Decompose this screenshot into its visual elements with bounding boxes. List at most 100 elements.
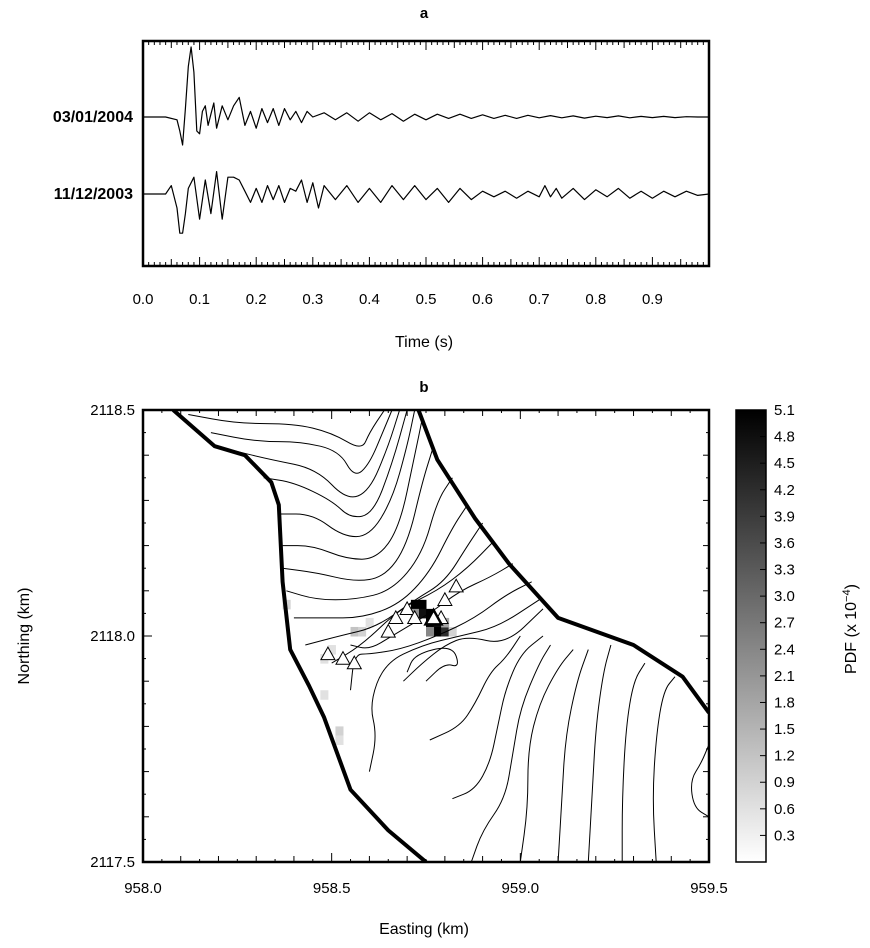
contour-line (470, 644, 551, 862)
crater-rim-left (171, 410, 428, 862)
contour-line (519, 649, 574, 862)
panel-b-map: 958.0 958.5 959.0 959.5 2117.5 2118.0 2118.5 (90, 402, 728, 897)
pdf-cell (320, 690, 329, 700)
x-tick-label: 959.5 (690, 880, 728, 897)
panel-a-x-tick-labels: 0.0 0.1 0.2 0.3 0.4 0.5 0.6 0.7 0.8 0.9 (133, 291, 663, 308)
colorbar-tick-label: 4.5 (774, 455, 795, 472)
contour-line (429, 635, 521, 741)
station-triangle (406, 609, 423, 625)
station-triangle (320, 646, 336, 661)
contour-line (282, 418, 423, 560)
x-tick-label: 958.5 (313, 880, 351, 897)
panel-a-x-axis-title: Time (s) (395, 334, 453, 351)
x-tick-label: 0.4 (359, 291, 380, 308)
colorbar-tick-label: 2.1 (774, 668, 795, 685)
contour-line (188, 410, 385, 447)
trace-label-2004: 03/01/2004 (53, 109, 133, 126)
pdf-cell (358, 626, 367, 637)
x-tick-label: 0.8 (585, 291, 606, 308)
colorbar-title-exponent: −4 (841, 589, 853, 602)
colorbar-title-text: PDF (x 10 (843, 602, 860, 674)
station-triangle (346, 655, 363, 670)
station-triangle (335, 650, 351, 665)
panel-a-traces (143, 46, 710, 234)
crater-rim-right (416, 410, 709, 714)
panel-a-plot: 0.0 0.1 0.2 0.3 0.4 0.5 0.6 0.7 0.8 0.9 03/01/200… (53, 39, 711, 308)
station-triangle (399, 600, 415, 615)
contour-line (452, 635, 544, 800)
pdf-cell (335, 726, 344, 736)
panel-b-x-tick-labels: 958.0 958.5 959.0 959.5 (124, 880, 728, 897)
pdf-cell (335, 735, 344, 745)
trace-label-2003: 11/12/2003 (54, 186, 133, 203)
panel-b-y-tick-labels: 2117.5 2118.0 2118.5 (90, 402, 135, 871)
station-triangle (448, 578, 465, 593)
topography-contours (188, 410, 709, 862)
panel-b-label: b (419, 379, 428, 396)
pdf-cell (418, 608, 427, 619)
colorbar-tick-label: 1.8 (774, 694, 795, 711)
crater-boundary (171, 410, 709, 862)
trace-2003 (143, 171, 710, 234)
colorbar-title: PDF (x 10−4) (841, 584, 860, 674)
panel-b-x-axis-title: Easting (km) (379, 921, 469, 938)
pdf-cell (426, 626, 435, 637)
colorbar-tick-label: 4.8 (774, 429, 795, 446)
colorbar-tick-label: 0.9 (774, 774, 795, 791)
colorbar-tick-label: 3.9 (774, 508, 795, 525)
contour-line (691, 744, 709, 818)
panel-b-axis-ticks (142, 409, 710, 863)
contour-line (263, 410, 408, 518)
x-tick-label: 958.0 (124, 880, 162, 897)
contour-line (293, 504, 468, 619)
contour-line (278, 410, 416, 538)
contour-line (557, 649, 589, 862)
panel-a-frame (141, 39, 711, 268)
pdf-cell (426, 608, 435, 619)
colorbar: 0.3 0.6 0.9 1.2 1.5 1.8 2.1 2.4 2.7 3.0 3.3 3.6 3.9 4… (735, 402, 860, 863)
contour-line (233, 410, 401, 498)
contour-line (621, 662, 646, 862)
x-tick-label: 0.7 (529, 291, 550, 308)
panel-b-y-axis-title: Northing (km) (16, 588, 33, 685)
x-tick-label: 0.5 (416, 291, 437, 308)
station-triangle (437, 591, 453, 606)
x-tick-label: 0.9 (642, 291, 663, 308)
station-triangle (380, 623, 397, 638)
contour-line (406, 647, 458, 682)
pdf-cell (410, 599, 419, 610)
colorbar-tick-label: 0.6 (774, 801, 795, 818)
pdf-cell (365, 617, 374, 628)
contour-line (210, 410, 393, 474)
station-markers (320, 578, 465, 670)
contour-line (282, 446, 434, 581)
colorbar-gradient (735, 409, 767, 863)
y-tick-label: 2118.0 (90, 628, 135, 645)
panel-a-label: a (420, 5, 429, 22)
panel-a-bottom-ticks (142, 257, 710, 266)
x-tick-label: 0.2 (246, 291, 267, 308)
x-tick-label: 0.1 (189, 291, 210, 308)
x-tick-label: 0.0 (133, 291, 154, 308)
pdf-cell (418, 599, 427, 610)
x-tick-label: 0.6 (472, 291, 493, 308)
colorbar-tick-label: 0.3 (774, 827, 795, 844)
colorbar-tick-label: 5.1 (774, 402, 795, 419)
colorbar-ticks: 0.3 0.6 0.9 1.2 1.5 1.8 2.1 2.4 2.7 3.0 3.3 3.6 3.9 4… (760, 402, 795, 844)
contour-line (652, 676, 676, 862)
trace-2004 (143, 46, 709, 146)
y-tick-label: 2117.5 (90, 854, 135, 871)
colorbar-title-close: ) (843, 584, 860, 589)
panel-a-top-ticks (142, 41, 710, 50)
colorbar-tick-label: 1.5 (774, 721, 795, 738)
colorbar-tick-label: 2.4 (774, 641, 795, 658)
station-triangle (387, 609, 404, 625)
x-tick-label: 959.0 (502, 880, 540, 897)
contour-line (403, 608, 544, 682)
colorbar-tick-label: 3.3 (774, 562, 795, 579)
colorbar-tick-label: 2.7 (774, 615, 795, 632)
colorbar-tick-label: 4.2 (774, 482, 795, 499)
x-tick-label: 0.3 (302, 291, 323, 308)
pdf-cell (448, 626, 457, 637)
